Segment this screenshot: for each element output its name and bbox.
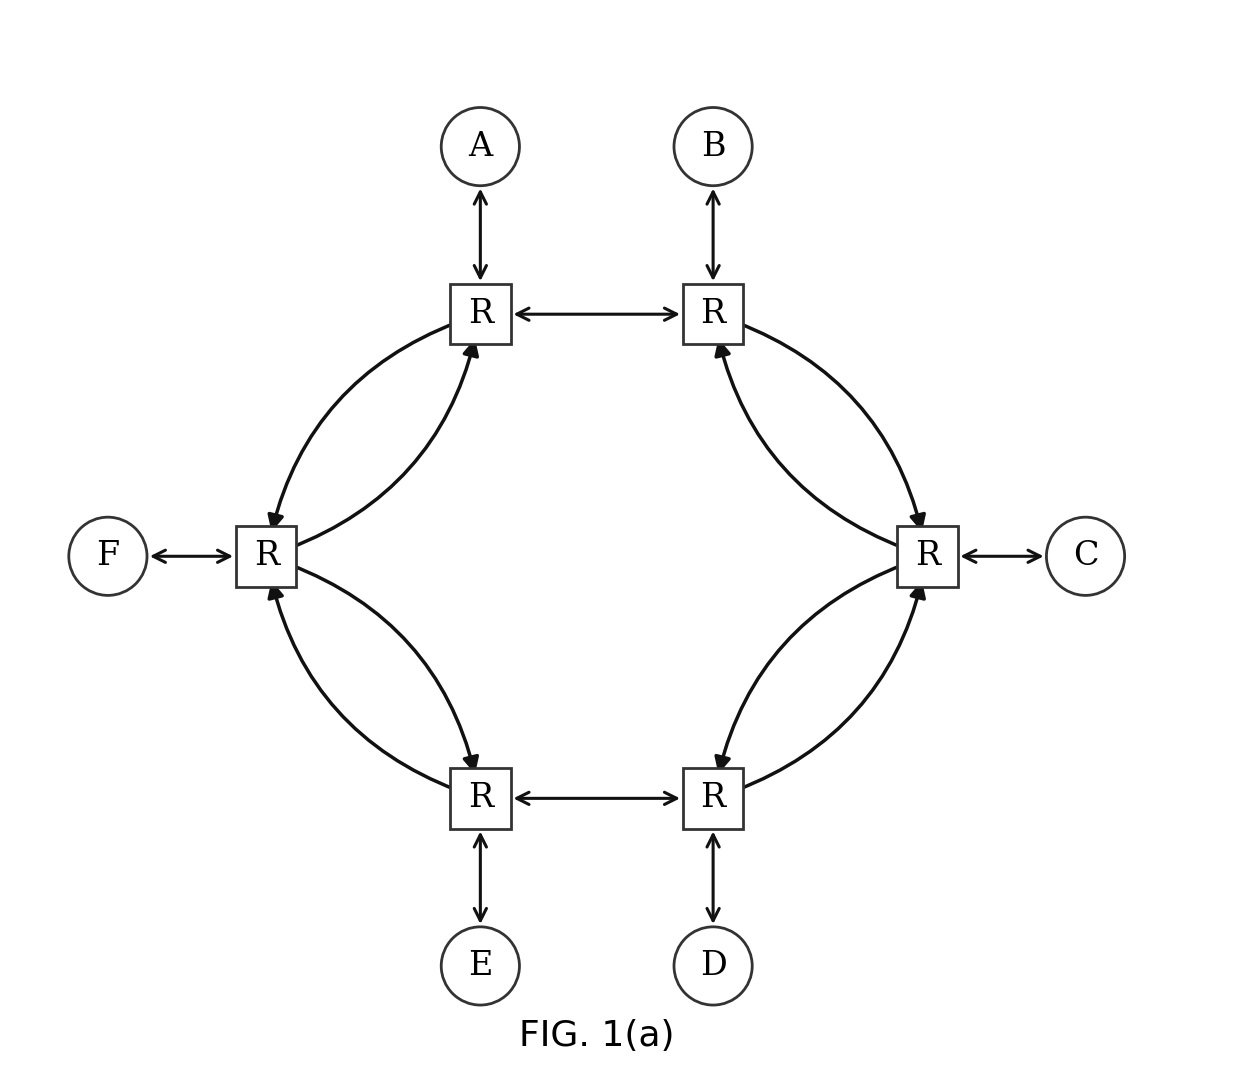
FancyArrowPatch shape — [517, 308, 677, 320]
Circle shape — [441, 926, 520, 1005]
FancyArrowPatch shape — [290, 342, 477, 548]
Circle shape — [441, 108, 520, 185]
Text: R: R — [467, 298, 494, 330]
FancyBboxPatch shape — [236, 526, 296, 586]
FancyArrowPatch shape — [707, 192, 719, 278]
FancyArrowPatch shape — [963, 550, 1040, 563]
FancyArrowPatch shape — [269, 322, 456, 528]
Circle shape — [1047, 517, 1125, 596]
Text: F: F — [97, 540, 119, 572]
FancyArrowPatch shape — [269, 584, 456, 790]
Text: R: R — [254, 540, 279, 572]
Text: R: R — [701, 782, 725, 814]
FancyArrowPatch shape — [474, 835, 486, 921]
Text: C: C — [1073, 540, 1099, 572]
FancyArrowPatch shape — [717, 342, 904, 548]
FancyArrowPatch shape — [290, 565, 477, 770]
FancyArrowPatch shape — [707, 835, 719, 921]
Text: D: D — [699, 950, 727, 982]
Circle shape — [675, 926, 753, 1005]
Text: B: B — [701, 131, 725, 163]
Text: FIG. 1(a): FIG. 1(a) — [520, 1019, 675, 1053]
FancyBboxPatch shape — [683, 769, 743, 828]
FancyArrowPatch shape — [474, 192, 486, 278]
FancyArrowPatch shape — [737, 584, 924, 790]
Text: R: R — [467, 782, 494, 814]
Circle shape — [68, 517, 148, 596]
FancyArrowPatch shape — [717, 565, 904, 770]
FancyBboxPatch shape — [450, 769, 511, 828]
Text: R: R — [701, 298, 725, 330]
Text: R: R — [915, 540, 940, 572]
FancyArrowPatch shape — [517, 792, 677, 805]
FancyArrowPatch shape — [737, 322, 924, 528]
Text: A: A — [469, 131, 492, 163]
FancyArrowPatch shape — [154, 550, 229, 563]
FancyBboxPatch shape — [683, 284, 743, 344]
FancyBboxPatch shape — [897, 526, 957, 586]
Text: E: E — [469, 950, 492, 982]
Circle shape — [675, 108, 753, 185]
FancyBboxPatch shape — [450, 284, 511, 344]
